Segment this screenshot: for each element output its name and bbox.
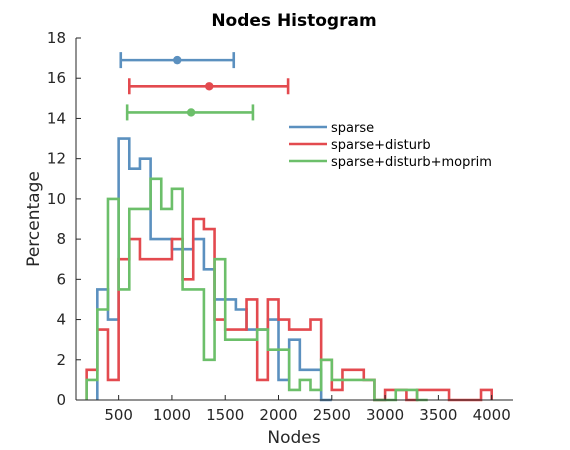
legend-item-3: sparse+disturb+moprim bbox=[289, 155, 492, 170]
legend-item-2: sparse+disturb bbox=[289, 138, 431, 153]
y-tick-label: 14 bbox=[47, 109, 66, 127]
x-tick-label: 4000 bbox=[473, 406, 511, 424]
x-tick-label: 500 bbox=[104, 406, 133, 424]
plot-area bbox=[85, 52, 493, 402]
x-axis-label: Nodes bbox=[267, 428, 320, 448]
axes: 500 1000 1500 2000 2500 3000 3500 4000 0 2 4 6 8 10 12… bbox=[47, 29, 513, 424]
legend-label: sparse+disturb bbox=[331, 138, 431, 153]
x-tick-label: 1500 bbox=[206, 406, 244, 424]
legend-item-1: sparse bbox=[289, 121, 374, 136]
x-tick-label: 2500 bbox=[313, 406, 351, 424]
x-tick-label: 3000 bbox=[366, 406, 404, 424]
y-tick-label: 4 bbox=[56, 311, 66, 329]
legend: sparse sparse+disturb sparse+disturb+mopri… bbox=[289, 121, 492, 170]
y-tick-label: 2 bbox=[56, 351, 66, 369]
errorbar-series-2 bbox=[127, 78, 290, 95]
errorbar-series-1 bbox=[119, 52, 236, 69]
y-tick-label: 16 bbox=[47, 69, 66, 87]
legend-label: sparse+disturb+moprim bbox=[331, 155, 492, 170]
y-axis-label: Percentage bbox=[24, 171, 44, 267]
x-tick-label: 2000 bbox=[259, 406, 297, 424]
errorbar-mean-point bbox=[173, 55, 182, 65]
y-tick-label: 10 bbox=[47, 190, 66, 208]
errorbar-mean-point bbox=[205, 82, 214, 91]
y-tick-label: 0 bbox=[56, 391, 66, 409]
y-tick-label: 8 bbox=[56, 230, 66, 248]
y-tick-label: 12 bbox=[47, 150, 66, 168]
legend-label: sparse bbox=[331, 121, 374, 136]
x-tick-label: 3500 bbox=[419, 406, 457, 424]
histogram-series-3 bbox=[85, 177, 428, 402]
y-tick-label: 18 bbox=[47, 29, 66, 47]
errorbar-mean-point bbox=[186, 108, 196, 117]
chart-title: Nodes Histogram bbox=[211, 11, 376, 31]
x-tick-label: 1000 bbox=[153, 406, 191, 424]
y-tick-label: 6 bbox=[56, 270, 66, 288]
errorbar-series-3 bbox=[125, 104, 255, 121]
